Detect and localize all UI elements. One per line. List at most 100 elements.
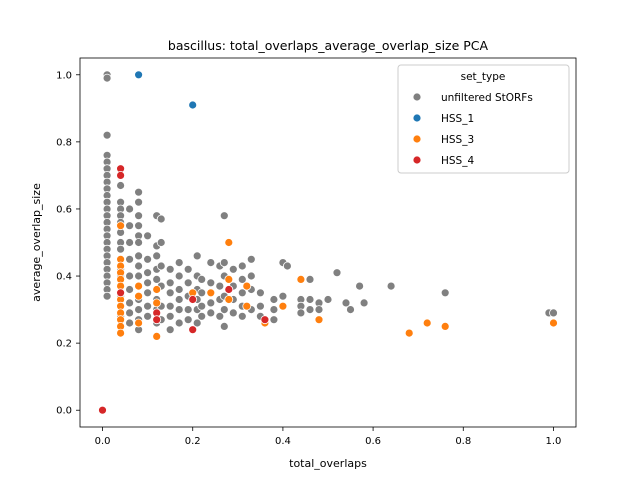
data-point-unfiltered-storfs bbox=[237, 288, 247, 298]
data-point-unfiltered-storfs bbox=[237, 274, 247, 284]
data-point-unfiltered-storfs bbox=[549, 308, 558, 318]
data-point-unfiltered-storfs bbox=[143, 268, 153, 278]
data-point-unfiltered-storfs bbox=[255, 288, 265, 298]
data-point-unfiltered-storfs bbox=[197, 311, 207, 321]
data-point-unfiltered-storfs bbox=[143, 288, 153, 298]
data-point-hss-3 bbox=[549, 318, 558, 328]
data-point-unfiltered-storfs bbox=[269, 305, 279, 315]
data-point-unfiltered-storfs bbox=[174, 305, 184, 315]
data-point-unfiltered-storfs bbox=[134, 187, 144, 197]
x-tick-label: 0.8 bbox=[455, 436, 471, 447]
data-point-unfiltered-storfs bbox=[134, 221, 144, 231]
data-point-unfiltered-storfs bbox=[269, 295, 279, 304]
data-point-hss-3 bbox=[224, 295, 234, 304]
data-point-unfiltered-storfs bbox=[440, 288, 450, 298]
data-point-unfiltered-storfs bbox=[156, 261, 166, 271]
data-point-unfiltered-storfs bbox=[219, 211, 229, 221]
data-point-unfiltered-storfs bbox=[165, 301, 175, 311]
data-point-unfiltered-storfs bbox=[197, 274, 207, 284]
data-point-unfiltered-storfs bbox=[197, 288, 207, 298]
legend-label-unfiltered-storfs: unfiltered StORFs bbox=[441, 92, 533, 104]
data-point-unfiltered-storfs bbox=[156, 238, 166, 247]
data-point-unfiltered-storfs bbox=[206, 278, 216, 288]
data-point-unfiltered-storfs bbox=[183, 278, 193, 288]
data-point-unfiltered-storfs bbox=[323, 295, 333, 304]
data-point-unfiltered-storfs bbox=[125, 221, 135, 231]
data-point-hss-3 bbox=[152, 331, 162, 341]
y-tick-label: 0.2 bbox=[56, 339, 72, 350]
data-point-unfiltered-storfs bbox=[174, 271, 184, 281]
data-point-hss-3 bbox=[404, 328, 414, 338]
data-point-unfiltered-storfs bbox=[116, 181, 125, 190]
data-point-unfiltered-storfs bbox=[102, 291, 112, 301]
x-tick-label: 1.0 bbox=[546, 436, 562, 447]
y-tick-label: 0.6 bbox=[56, 204, 72, 215]
y-tick-label: 0.4 bbox=[56, 272, 72, 283]
legend-label-hss-1: HSS_1 bbox=[441, 113, 474, 125]
data-point-unfiltered-storfs bbox=[269, 315, 279, 325]
data-point-unfiltered-storfs bbox=[197, 301, 207, 311]
data-point-unfiltered-storfs bbox=[134, 271, 144, 281]
data-point-unfiltered-storfs bbox=[246, 254, 256, 264]
data-point-unfiltered-storfs bbox=[102, 130, 112, 140]
legend: set_type unfiltered StORFs HSS_1 HSS_3 H… bbox=[397, 64, 570, 174]
data-point-unfiltered-storfs bbox=[192, 318, 202, 328]
data-point-unfiltered-storfs bbox=[134, 211, 144, 221]
data-point-unfiltered-storfs bbox=[174, 258, 184, 268]
data-point-hss-3 bbox=[134, 291, 144, 301]
data-point-unfiltered-storfs bbox=[215, 311, 225, 321]
data-point-hss-3 bbox=[422, 318, 432, 328]
data-point-unfiltered-storfs bbox=[102, 73, 112, 83]
data-point-unfiltered-storfs bbox=[134, 261, 144, 271]
data-point-unfiltered-storfs bbox=[125, 271, 135, 281]
data-point-unfiltered-storfs bbox=[143, 278, 153, 288]
data-point-hss-3 bbox=[116, 328, 125, 338]
x-tick-label: 0.2 bbox=[185, 436, 201, 447]
data-point-unfiltered-storfs bbox=[134, 305, 144, 315]
data-point-hss-3 bbox=[116, 221, 125, 231]
data-point-unfiltered-storfs bbox=[116, 244, 125, 254]
data-point-unfiltered-storfs bbox=[237, 311, 247, 321]
data-point-unfiltered-storfs bbox=[165, 311, 175, 321]
data-point-hss-3 bbox=[224, 238, 234, 247]
data-point-unfiltered-storfs bbox=[125, 238, 135, 247]
x-tick-label: 0.4 bbox=[275, 436, 291, 447]
y-axis: 0.0 0.2 0.4 0.6 0.8 1.0 bbox=[56, 70, 80, 417]
data-point-hss-4 bbox=[116, 170, 125, 180]
data-point-hss-3 bbox=[296, 274, 306, 284]
data-point-hss-3 bbox=[134, 318, 144, 328]
data-point-unfiltered-storfs bbox=[134, 251, 144, 261]
data-point-unfiltered-storfs bbox=[355, 281, 365, 291]
data-point-unfiltered-storfs bbox=[183, 305, 193, 315]
data-point-unfiltered-storfs bbox=[305, 274, 315, 284]
data-point-unfiltered-storfs bbox=[165, 278, 175, 288]
legend-marker-hss-3 bbox=[412, 134, 422, 144]
data-point-unfiltered-storfs bbox=[174, 285, 184, 294]
data-point-hss-3 bbox=[206, 288, 216, 298]
data-point-hss-1 bbox=[188, 100, 198, 110]
data-point-unfiltered-storfs bbox=[332, 268, 342, 278]
data-point-unfiltered-storfs bbox=[183, 264, 193, 274]
data-point-hss-3 bbox=[314, 315, 324, 325]
data-point-hss-3 bbox=[278, 301, 288, 311]
data-point-unfiltered-storfs bbox=[183, 315, 193, 325]
plot-frame bbox=[79, 57, 577, 428]
data-point-unfiltered-storfs bbox=[314, 305, 324, 315]
data-point-unfiltered-storfs bbox=[237, 261, 247, 271]
data-point-unfiltered-storfs bbox=[305, 295, 315, 304]
data-point-hss-4 bbox=[188, 295, 198, 304]
x-axis-label: total_overlaps bbox=[289, 457, 367, 470]
data-point-hss-3 bbox=[134, 281, 144, 291]
y-axis-label: average_overlap_size bbox=[30, 183, 43, 302]
data-point-unfiltered-storfs bbox=[152, 251, 162, 261]
data-point-unfiltered-storfs bbox=[125, 254, 135, 264]
data-point-hss-4 bbox=[152, 315, 162, 325]
legend-marker-hss-4 bbox=[412, 155, 422, 165]
y-tick-label: 1.0 bbox=[56, 70, 72, 81]
y-tick-label: 0.8 bbox=[56, 137, 72, 148]
data-point-unfiltered-storfs bbox=[278, 291, 288, 301]
data-point-unfiltered-storfs bbox=[125, 204, 135, 214]
legend-label-hss-3: HSS_3 bbox=[441, 134, 474, 146]
points-layer bbox=[98, 70, 558, 415]
